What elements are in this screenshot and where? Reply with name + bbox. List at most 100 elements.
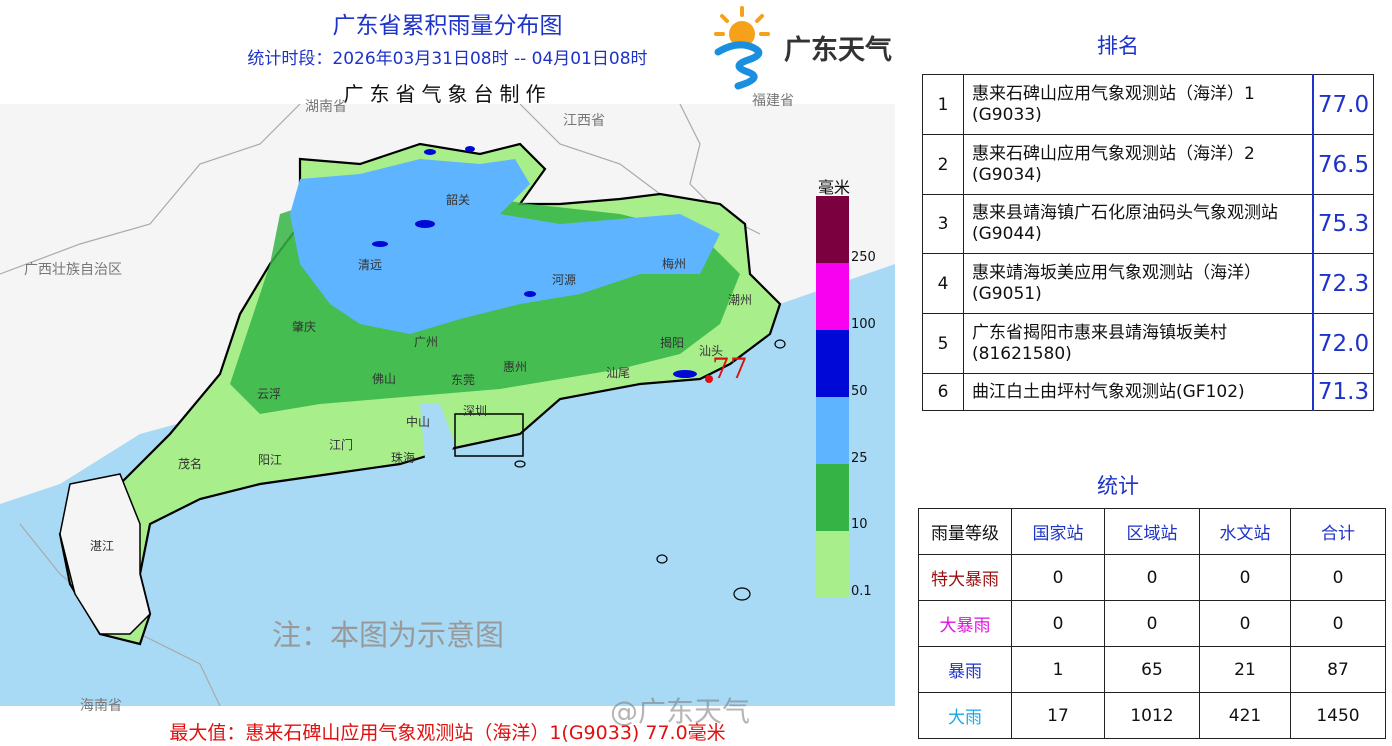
legend-label: 50 — [851, 384, 868, 399]
table-row: 4 惠来靖海坂美应用气象观测站（海洋） (G9051) 72.3 — [922, 253, 1374, 314]
max-value-summary: 最大值：惠来石碑山应用气象观测站（海洋）1(G9033) 77.0毫米 — [169, 722, 726, 744]
coastal-islands — [514, 339, 786, 601]
sun-wave-icon — [714, 6, 770, 90]
table-row: 1 惠来石碑山应用气象观测站（海洋）1 (G9033) 77.0 — [922, 74, 1374, 135]
count-cell: 0 — [1290, 554, 1386, 601]
map-title: 广东省累积雨量分布图 — [332, 13, 563, 39]
ranking-title: 排名 — [1097, 34, 1139, 58]
count-cell: 17 — [1011, 692, 1105, 739]
legend-swatch-50 — [816, 330, 849, 397]
table-header-row: 雨量等级 国家站 区域站 水文站 合计 — [918, 508, 1386, 555]
city-label: 清远 — [358, 258, 383, 272]
column-header: 雨量等级 — [918, 508, 1012, 555]
rainfall-value: 72.0 — [1312, 313, 1374, 374]
schematic-note: 注：本图为示意图 — [272, 618, 505, 652]
table-row: 大暴雨 0 0 0 0 — [918, 600, 1386, 647]
city-label: 广州 — [414, 335, 439, 349]
city-label: 佛山 — [372, 372, 397, 386]
city-label: 茂名 — [178, 457, 203, 471]
rain-level: 大雨 — [918, 692, 1012, 739]
legend-swatch-0-1 — [816, 531, 849, 597]
column-header: 区域站 — [1104, 508, 1200, 555]
rainfall-map — [0, 104, 895, 706]
count-cell: 421 — [1199, 692, 1291, 739]
count-cell: 1012 — [1104, 692, 1200, 739]
rain-level: 暴雨 — [918, 646, 1012, 693]
rain-25-50 — [290, 159, 720, 334]
city-label: 珠海 — [391, 451, 416, 465]
count-cell: 0 — [1011, 554, 1105, 601]
count-cell: 1 — [1011, 646, 1105, 693]
city-label: 云浮 — [257, 387, 282, 401]
rainfall-value: 72.3 — [1312, 253, 1374, 314]
legend-unit: 毫米 — [818, 178, 851, 197]
count-cell: 21 — [1199, 646, 1291, 693]
rank-number: 1 — [922, 74, 964, 135]
legend-label: 10 — [851, 517, 868, 532]
neighbor-label-hainan: 海南省 — [80, 698, 122, 714]
rank-number: 2 — [922, 134, 964, 195]
max-rainfall-label: 77 — [712, 352, 748, 385]
legend-label: 0.1 — [851, 584, 872, 599]
count-cell: 0 — [1290, 600, 1386, 647]
city-label: 肇庆 — [292, 320, 317, 334]
city-label: 河源 — [552, 273, 577, 287]
legend-label: 250 — [851, 250, 876, 265]
table-row: 5 广东省揭阳市惠来县靖海镇坂美村 (81621580) 72.0 — [922, 313, 1374, 374]
city-label: 中山 — [406, 415, 431, 429]
city-label: 韶关 — [446, 193, 471, 207]
legend-swatch-25 — [816, 397, 849, 464]
neighbor-label-jiangxi: 江西省 — [563, 113, 605, 129]
legend-swatch-10 — [816, 464, 849, 531]
station-name: 惠来石碑山应用气象观测站（海洋）2 (G9034) — [963, 134, 1314, 195]
rank-number: 6 — [922, 373, 964, 411]
count-cell: 1450 — [1290, 692, 1386, 739]
neighbor-label-hunan: 湖南省 — [305, 99, 347, 115]
column-header: 水文站 — [1199, 508, 1291, 555]
table-row: 6 曲江白土由坪村气象观测站(GF102) 71.3 — [922, 373, 1374, 411]
station-name: 曲江白土由坪村气象观测站(GF102) — [963, 373, 1314, 411]
watermark: @广东天气 — [610, 695, 751, 728]
stats-table: 雨量等级 国家站 区域站 水文站 合计 特大暴雨 0 0 0 0 大暴雨 0 0… — [918, 508, 1386, 739]
station-name: 惠来靖海坂美应用气象观测站（海洋） (G9051) — [963, 253, 1314, 314]
map-maker: 广东省气象台制作 — [343, 82, 552, 106]
count-cell: 0 — [1104, 600, 1200, 647]
brand-logo — [708, 4, 908, 94]
count-cell: 0 — [1104, 554, 1200, 601]
city-label: 东莞 — [451, 373, 476, 387]
city-label: 梅州 — [662, 257, 687, 271]
table-row: 2 惠来石碑山应用气象观测站（海洋）2 (G9034) 76.5 — [922, 134, 1374, 195]
count-cell: 65 — [1104, 646, 1200, 693]
table-row: 大雨 17 1012 421 1450 — [918, 692, 1386, 739]
legend-swatch-250 — [816, 196, 849, 263]
rain-level: 特大暴雨 — [918, 554, 1012, 601]
rain-50-100 — [372, 146, 697, 378]
station-name: 惠来县靖海镇广石化原油码头气象观测站 (G9044) — [963, 194, 1314, 254]
city-label: 潮州 — [728, 293, 753, 307]
legend-label: 25 — [851, 451, 868, 466]
neighbor-label-fujian: 福建省 — [752, 93, 794, 109]
city-label: 汕尾 — [606, 366, 631, 380]
table-row: 特大暴雨 0 0 0 0 — [918, 554, 1386, 601]
brand-name: 广东天气 — [784, 35, 892, 66]
station-name: 广东省揭阳市惠来县靖海镇坂美村 (81621580) — [963, 313, 1314, 374]
count-cell: 87 — [1290, 646, 1386, 693]
legend-swatch-100 — [816, 263, 849, 330]
rainfall-value: 77.0 — [1312, 74, 1374, 135]
city-label: 汕头 — [699, 344, 724, 358]
legend-label: 100 — [851, 317, 876, 332]
city-label: 揭阳 — [660, 336, 685, 350]
table-row: 3 惠来县靖海镇广石化原油码头气象观测站 (G9044) 75.3 — [922, 194, 1374, 254]
max-rainfall-point — [705, 375, 713, 383]
column-header: 合计 — [1290, 508, 1386, 555]
rain-level: 大暴雨 — [918, 600, 1012, 647]
table-row: 暴雨 1 65 21 87 — [918, 646, 1386, 693]
count-cell: 0 — [1199, 600, 1291, 647]
rainfall-value: 75.3 — [1312, 194, 1374, 254]
stats-title: 统计 — [1097, 474, 1139, 498]
rainfall-value: 71.3 — [1312, 373, 1374, 411]
city-label: 阳江 — [258, 453, 283, 467]
count-cell: 0 — [1011, 600, 1105, 647]
pearl-river-estuary — [420, 404, 455, 464]
rainfall-value: 76.5 — [1312, 134, 1374, 195]
